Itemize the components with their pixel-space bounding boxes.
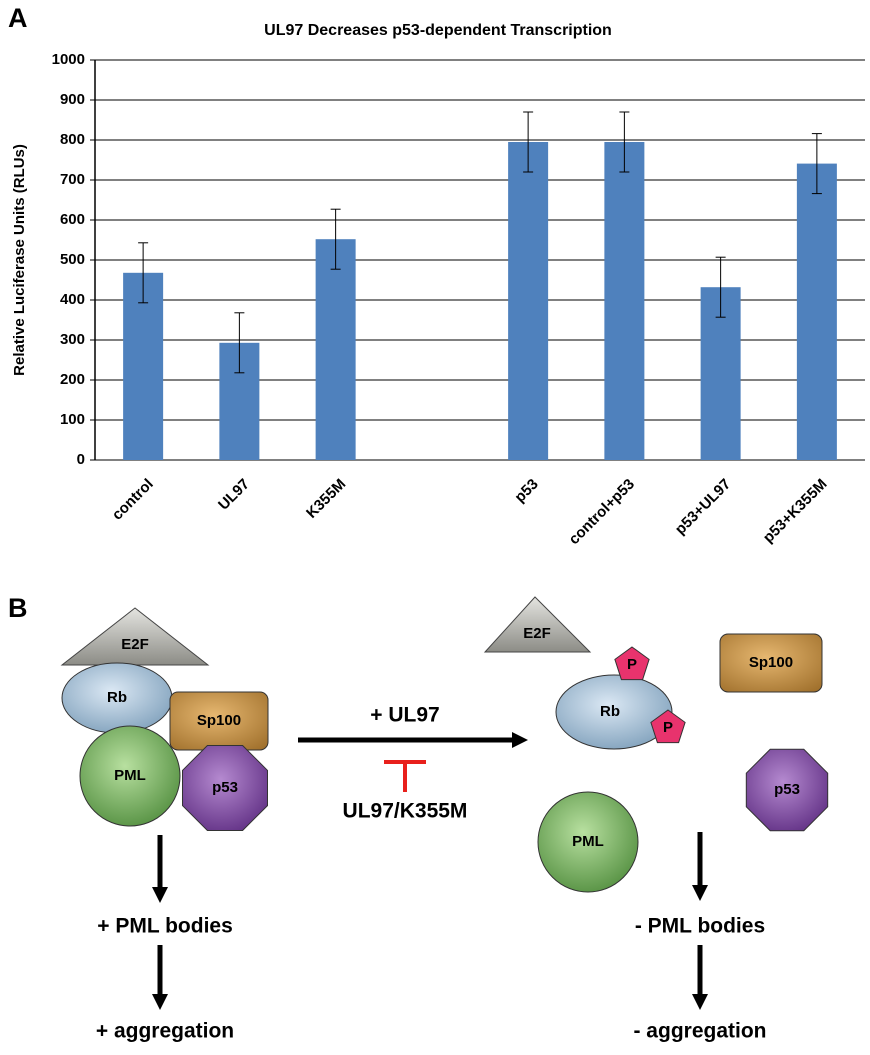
- pml-label: PML: [572, 833, 604, 850]
- p53-label: p53: [774, 781, 800, 798]
- x-tick-label: control: [109, 476, 157, 524]
- inhibitor-label: UL97/K355M: [343, 800, 468, 823]
- sp100-shape: [719, 633, 823, 693]
- pml-label: PML: [114, 767, 146, 784]
- complex-before: E2F Rb Sp100 PML p53 + PML bodies + aggr…: [60, 607, 269, 1043]
- rb-shape: [555, 674, 673, 750]
- y-tick-label: 1000: [52, 51, 85, 68]
- complex-after: E2F Rb P P Sp100 p53 PML - PML bodies - …: [483, 596, 829, 1043]
- panel-label: B: [8, 593, 28, 623]
- result-label: + aggregation: [96, 1020, 234, 1043]
- bar: [315, 239, 356, 460]
- sp100-label: Sp100: [197, 712, 241, 729]
- p53-shape: [745, 748, 829, 832]
- panel-label: A: [8, 3, 28, 33]
- y-tick-label: 700: [60, 171, 85, 188]
- y-tick-label: 600: [60, 211, 85, 228]
- p53-shape: [182, 745, 268, 831]
- y-tick-label: 0: [77, 451, 85, 468]
- e2f-label: E2F: [121, 636, 149, 653]
- phospho-shape: [614, 646, 650, 681]
- bar: [508, 142, 549, 460]
- sp100-label: Sp100: [749, 654, 793, 671]
- chart-title: UL97 Decreases p53-dependent Transcripti…: [264, 22, 612, 39]
- x-tick-label: K355M: [303, 476, 349, 522]
- result-label: - aggregation: [633, 1020, 766, 1043]
- e2f-shape: [483, 596, 592, 653]
- rb-label: Rb: [600, 703, 620, 720]
- bar: [604, 142, 645, 460]
- p53-label: p53: [212, 779, 238, 796]
- y-tick-label: 300: [60, 331, 85, 348]
- e2f-label: E2F: [523, 625, 551, 642]
- arrow-label: + UL97: [370, 704, 439, 727]
- y-tick-label: 400: [60, 291, 85, 308]
- bar: [796, 163, 837, 460]
- outcome-label: - PML bodies: [635, 915, 765, 938]
- y-tick-label: 100: [60, 411, 85, 428]
- x-tick-label: p53+UL97: [672, 476, 734, 538]
- outcome-label: + PML bodies: [97, 915, 233, 938]
- x-tick-label: UL97: [215, 476, 253, 514]
- pml-shape: [79, 725, 181, 827]
- bar: [123, 272, 164, 460]
- phospho-label: P: [627, 656, 637, 673]
- x-tick-label: control+p53: [566, 476, 638, 548]
- pml-shape: [537, 791, 639, 893]
- phospho-shape: [650, 709, 686, 744]
- x-tick-label: p53: [511, 476, 541, 506]
- rb-label: Rb: [107, 689, 127, 706]
- y-tick-label: 900: [60, 91, 85, 108]
- y-tick-label: 500: [60, 251, 85, 268]
- y-axis-label: Relative Luciferase Units (RLUs): [11, 144, 28, 376]
- phospho-label: P: [663, 719, 673, 736]
- y-tick-label: 200: [60, 371, 85, 388]
- x-tick-label: p53+K355M: [760, 476, 831, 547]
- y-tick-label: 800: [60, 131, 85, 148]
